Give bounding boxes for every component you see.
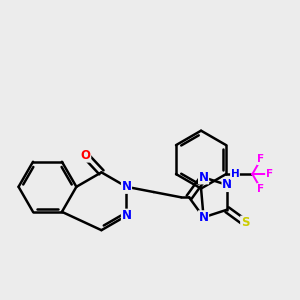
Text: F: F [257, 154, 264, 164]
Text: N: N [122, 209, 131, 222]
Text: O: O [81, 149, 91, 162]
Text: N: N [222, 178, 232, 191]
Text: N: N [199, 211, 208, 224]
Text: S: S [241, 216, 249, 229]
Text: N: N [122, 180, 131, 193]
Text: N: N [199, 171, 208, 184]
Text: F: F [266, 169, 273, 179]
Text: H: H [231, 169, 239, 179]
Text: F: F [257, 184, 264, 194]
